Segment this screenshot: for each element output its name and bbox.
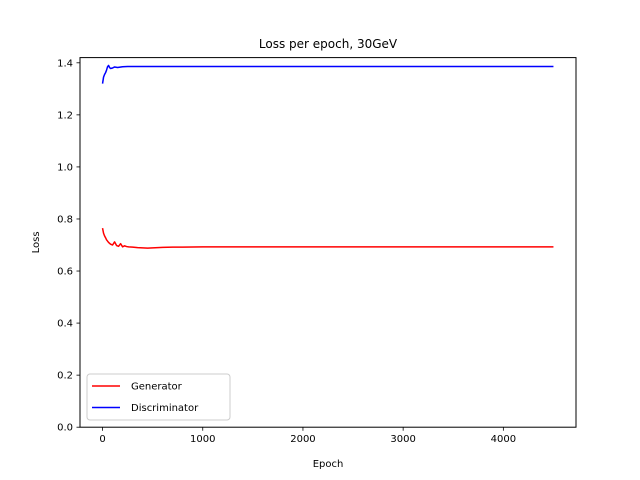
plot-frame [79, 57, 577, 428]
plot-lines [101, 64, 554, 249]
series-line-discriminator [101, 64, 554, 84]
legend-label-discriminator: Discriminator [131, 403, 199, 414]
y-tick-label: 1.2 [57, 110, 73, 121]
y-tick-label: 0.0 [57, 423, 73, 434]
y-tick-label: 0.2 [57, 371, 73, 382]
chart-title: Loss per epoch, 30GeV [259, 37, 398, 51]
legend-box [86, 373, 231, 421]
x-tick-label: 0 [99, 434, 105, 445]
y-axis-ticks: 0.0 0.2 0.4 0.6 0.8 1.0 1.2 1.4 [57, 58, 80, 434]
x-tick-label: 1000 [190, 434, 215, 445]
y-tick-label: 0.4 [57, 319, 73, 330]
series-line-generator [101, 227, 554, 249]
y-tick-label: 0.6 [57, 267, 73, 278]
legend-label-generator: Generator [131, 382, 183, 393]
y-tick-label: 1.0 [57, 162, 73, 173]
y-tick-label: 0.8 [57, 214, 73, 225]
x-axis-ticks: 0 1000 2000 3000 4000 [99, 427, 516, 445]
x-axis-title: Epoch [313, 459, 344, 470]
x-tick-label: 2000 [290, 434, 315, 445]
x-tick-label: 4000 [491, 434, 516, 445]
legend: Generator Discriminator [86, 373, 231, 421]
x-tick-label: 3000 [390, 434, 415, 445]
y-axis-title: Loss [31, 231, 42, 253]
y-tick-label: 1.4 [57, 58, 73, 69]
